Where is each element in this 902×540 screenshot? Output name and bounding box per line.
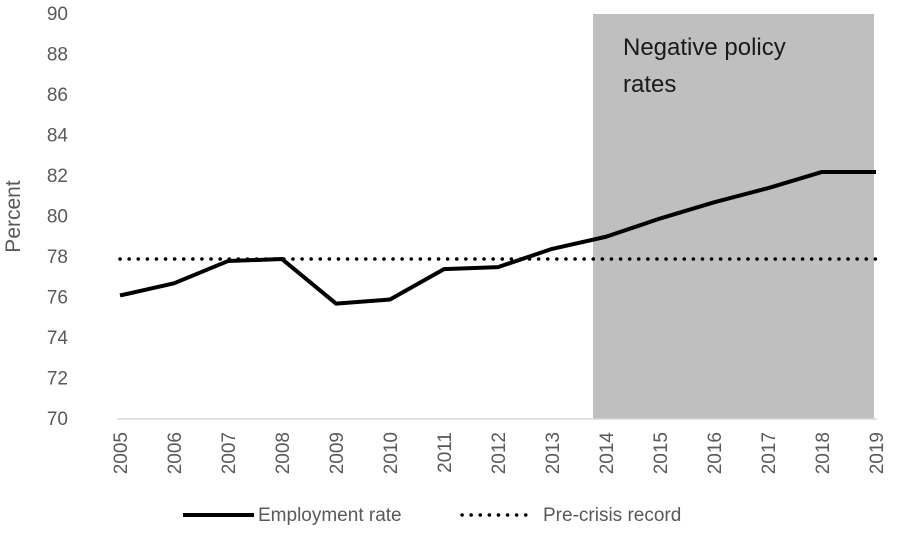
y-axis-label: Percent	[2, 180, 25, 253]
y-tick-label: 78	[47, 247, 68, 268]
shaded-region-label-line2: rates	[623, 71, 676, 98]
legend: Employment rate Pre-crisis record	[183, 505, 681, 526]
shaded-region-layer: Negative policy rates	[593, 14, 874, 419]
x-tick-label: 2018	[813, 432, 834, 474]
x-tick-label: 2009	[327, 432, 348, 474]
x-tick-label: 2011	[435, 432, 456, 473]
shaded-region-label-line1: Negative policy	[623, 34, 786, 61]
shaded-region-rect	[593, 14, 874, 419]
series-line-employment-rate	[119, 169, 876, 306]
x-tick-label: 2015	[651, 432, 672, 474]
y-tick-label: 70	[47, 409, 68, 430]
x-tick-label: 2013	[543, 432, 564, 474]
y-tick-label: 84	[47, 126, 69, 147]
series-layer	[118, 169, 878, 306]
y-tick-label: 86	[47, 85, 68, 106]
x-tick-label: 2008	[273, 432, 294, 474]
y-tick-label: 88	[47, 45, 68, 66]
y-tick-label: 80	[47, 207, 68, 228]
y-tick-label: 74	[47, 328, 69, 349]
legend-label-pre-crisis-record: Pre-crisis record	[543, 505, 681, 526]
x-tick-label: 2017	[759, 432, 780, 474]
x-tick-label: 2016	[705, 432, 726, 474]
x-tick-label: 2010	[381, 432, 402, 474]
y-tick-label: 76	[47, 288, 68, 309]
axes-layer: 70 72 74 76 78 80 82 84 86 88 90 2005 2006 2007 2008 20…	[2, 4, 888, 474]
x-tick-label: 2019	[867, 432, 888, 474]
y-tick-label: 90	[47, 4, 68, 25]
x-tick-label: 2007	[219, 432, 240, 474]
y-tick-label: 82	[47, 166, 68, 187]
x-tick-label: 2014	[597, 432, 618, 475]
x-tick-label: 2005	[111, 432, 132, 474]
y-tick-label: 72	[47, 369, 68, 390]
legend-label-employment-rate: Employment rate	[258, 505, 402, 526]
x-tick-label: 2006	[165, 432, 186, 474]
x-tick-label: 2012	[489, 432, 510, 474]
